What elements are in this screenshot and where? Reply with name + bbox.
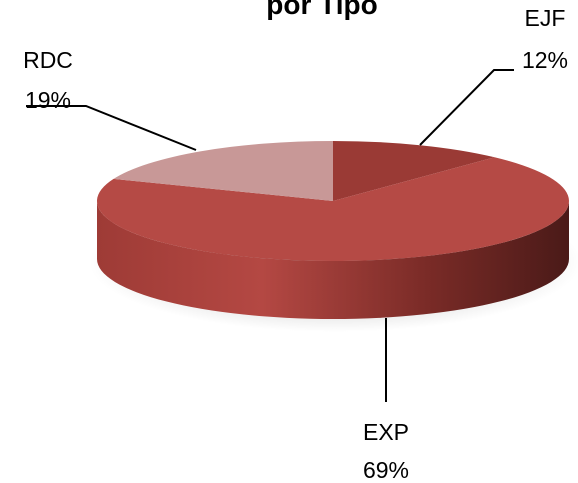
pie-slice-exp <box>96 157 569 261</box>
pie-slice-rdc <box>113 141 333 201</box>
slice-name-rdc: RDC <box>23 47 73 73</box>
pie-side-wall <box>97 201 569 319</box>
pie-slices <box>96 141 569 261</box>
slice-name-ejf: EJF <box>525 5 566 31</box>
pie-slice-ejf <box>333 141 495 201</box>
chart-title: por Tipo <box>266 0 377 20</box>
slice-label-rdc: 19% <box>25 87 71 113</box>
slice-label-ejf: 12% <box>522 47 568 73</box>
leader-line-rdc <box>26 105 197 151</box>
leader-line-ejf <box>419 69 514 146</box>
slice-name-exp: EXP <box>363 419 409 445</box>
slice-label-exp: 69% <box>363 457 409 483</box>
